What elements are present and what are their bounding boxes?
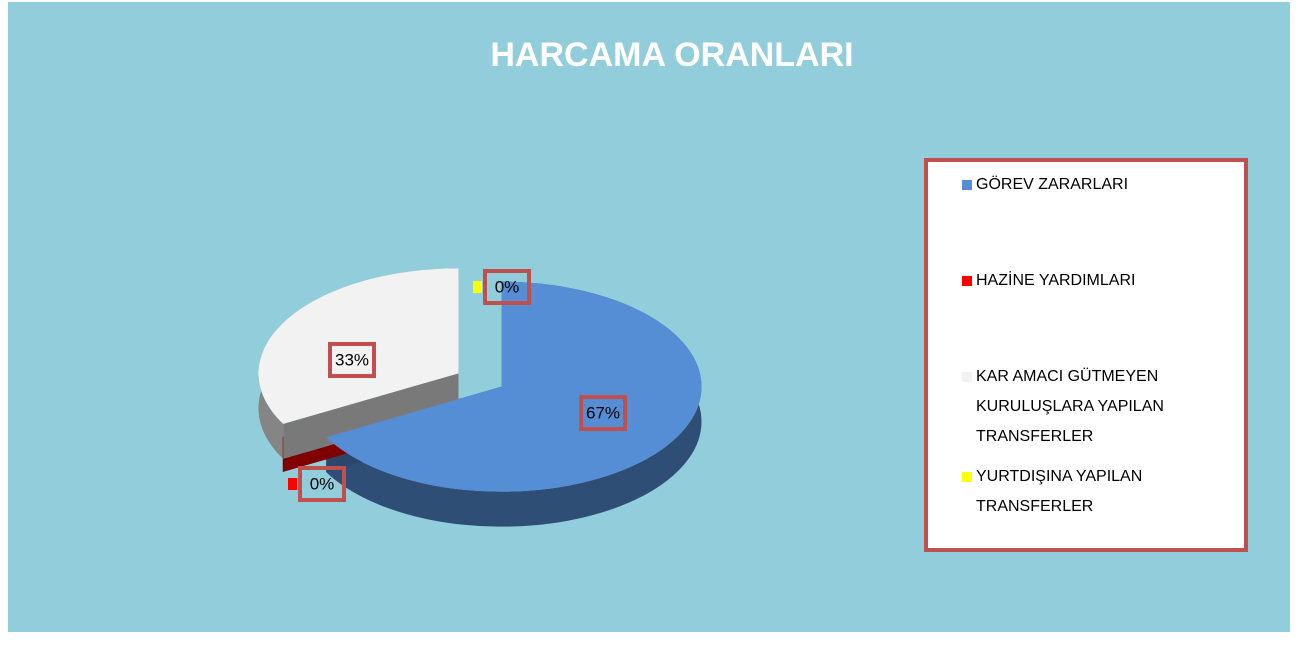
legend-label: YURTDIŞINA YAPILAN TRANSFERLER bbox=[976, 468, 1143, 515]
label-box bbox=[328, 342, 376, 378]
label-key bbox=[473, 281, 482, 293]
legend: GÖREV ZARARLARI HAZİNE YARDIMLARI KAR AMAC… bbox=[924, 158, 1248, 552]
chart-title: HARCAMA ORANLARI bbox=[490, 36, 853, 74]
slice bbox=[326, 281, 702, 492]
legend-key bbox=[962, 472, 972, 482]
legend-key bbox=[962, 372, 972, 382]
legend-item: HAZİNE YARDIMLARI bbox=[962, 266, 1216, 296]
legend-label: GÖREV ZARARLARI bbox=[976, 176, 1129, 193]
legend-item: KAR AMACI GÜTMEYEN KURULUŞLARA YAPILAN T… bbox=[962, 362, 1216, 452]
label-box bbox=[483, 269, 531, 305]
data-label: 67% bbox=[586, 403, 620, 422]
label-box bbox=[579, 395, 627, 431]
label-box bbox=[298, 466, 346, 502]
legend-label: HAZİNE YARDIMLARI bbox=[976, 272, 1136, 289]
data-label: 33% bbox=[335, 350, 369, 369]
label-key bbox=[318, 354, 327, 366]
data-label: 0% bbox=[310, 474, 335, 493]
legend-key bbox=[962, 180, 972, 190]
legend-label: KAR AMACI GÜTMEYEN KURULUŞLARA YAPILAN T… bbox=[976, 368, 1164, 445]
legend-key bbox=[962, 276, 972, 286]
label-key bbox=[569, 407, 578, 419]
slice bbox=[258, 268, 459, 424]
legend-item: YURTDIŞINA YAPILAN TRANSFERLER bbox=[962, 462, 1216, 522]
data-label: 0% bbox=[495, 277, 520, 296]
legend-item: GÖREV ZARARLARI bbox=[962, 170, 1216, 200]
slice bbox=[282, 386, 459, 437]
label-key bbox=[288, 478, 297, 490]
